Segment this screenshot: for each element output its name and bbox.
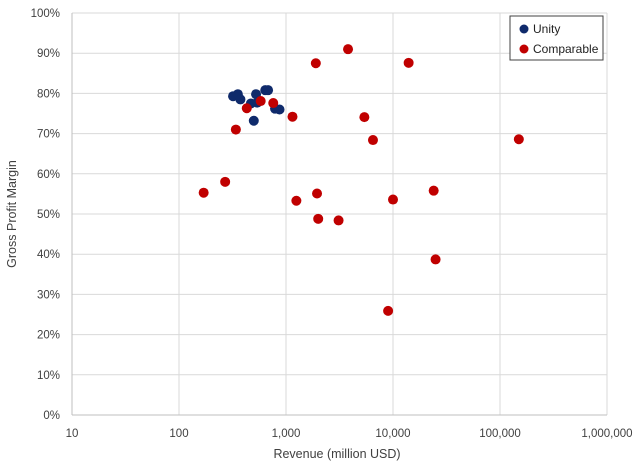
comparable-point bbox=[291, 195, 302, 206]
legend-marker-unity bbox=[519, 24, 529, 34]
y-tick-label: 100% bbox=[31, 8, 60, 20]
gridlines bbox=[72, 12, 608, 415]
data-points bbox=[198, 44, 524, 316]
comparable-point bbox=[198, 187, 209, 198]
y-tick-label: 40% bbox=[37, 249, 60, 261]
comparable-point bbox=[430, 254, 441, 265]
x-axis-title: Revenue (million USD) bbox=[273, 447, 400, 461]
unity-point bbox=[274, 104, 285, 115]
comparable-point bbox=[513, 134, 524, 145]
comparable-point bbox=[230, 124, 241, 135]
y-tick-label: 90% bbox=[37, 48, 60, 60]
comparable-point bbox=[313, 213, 324, 224]
comparable-point bbox=[383, 305, 394, 316]
unity-point bbox=[263, 85, 274, 96]
comparable-point bbox=[255, 96, 266, 107]
comparable-point bbox=[428, 185, 439, 196]
y-tick-label: 50% bbox=[37, 209, 60, 221]
legend-label-comparable: Comparable bbox=[533, 42, 599, 56]
x-tick-label: 10,000 bbox=[375, 428, 410, 440]
y-tick-label: 20% bbox=[37, 330, 60, 342]
x-tick-label: 100,000 bbox=[479, 428, 521, 440]
x-tick-label: 10 bbox=[66, 428, 79, 440]
y-tick-label: 30% bbox=[37, 289, 60, 301]
comparable-point bbox=[343, 44, 354, 55]
comparable-point bbox=[359, 112, 370, 123]
y-tick-label: 70% bbox=[37, 129, 60, 141]
comparable-point bbox=[310, 58, 321, 69]
unity-point bbox=[235, 94, 246, 105]
comparable-point bbox=[333, 215, 344, 226]
comparable-point bbox=[388, 194, 398, 205]
comparable-point bbox=[287, 111, 298, 122]
axes: 0% 10% 20% 30% 40% 50% 60% 70% 80% 90% 100% 10 100 1,… bbox=[31, 8, 633, 440]
legend-label-unity: Unity bbox=[533, 22, 560, 36]
x-tick-label: 100 bbox=[169, 428, 188, 440]
x-tick-label: 1,000 bbox=[272, 428, 301, 440]
comparable-point bbox=[403, 57, 414, 68]
comparable-point bbox=[312, 188, 323, 199]
y-tick-label: 60% bbox=[37, 169, 60, 181]
comparable-point bbox=[241, 103, 252, 114]
y-tick-label: 80% bbox=[37, 88, 60, 100]
y-axis-title: Gross Profit Margin bbox=[5, 160, 19, 268]
y-tick-label: 0% bbox=[43, 410, 60, 422]
y-tick-label: 10% bbox=[37, 370, 60, 382]
legend: Unity Comparable bbox=[509, 15, 604, 61]
comparable-point bbox=[367, 135, 378, 146]
comparable-point bbox=[220, 176, 231, 187]
x-tick-label: 1,000,000 bbox=[581, 428, 632, 440]
legend-marker-comparable bbox=[519, 44, 529, 54]
unity-point bbox=[248, 115, 259, 126]
comparable-point bbox=[268, 98, 279, 109]
